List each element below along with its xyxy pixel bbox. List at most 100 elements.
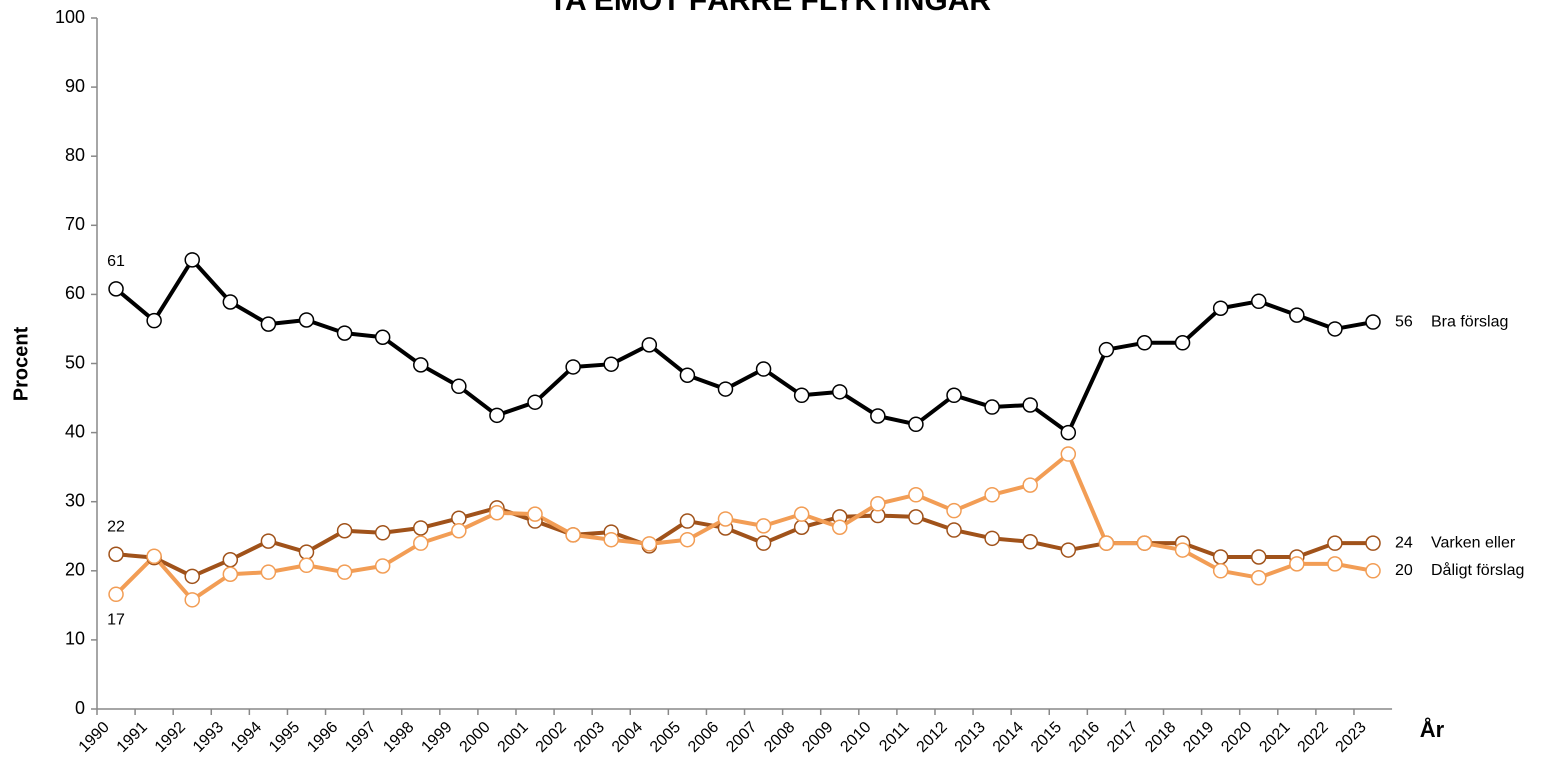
marker (260, 533, 277, 549)
marker (413, 520, 429, 536)
legend-label: Dåligt förslag (1431, 561, 1524, 579)
x-tick-label: 1999 (418, 719, 455, 756)
marker (908, 416, 924, 433)
marker (108, 281, 124, 297)
marker (489, 407, 505, 424)
marker (755, 535, 772, 551)
start-label: 17 (107, 612, 125, 629)
marker (1250, 569, 1267, 586)
x-tick-label: 2004 (609, 719, 646, 756)
marker (298, 557, 315, 574)
marker (1327, 535, 1343, 551)
marker (146, 548, 162, 565)
marker (793, 519, 810, 536)
x-tick-label: 2020 (1218, 719, 1255, 756)
x-tick-label: 1990 (76, 719, 113, 756)
marker (222, 566, 239, 583)
marker (1060, 424, 1077, 441)
x-tick-label: 1998 (380, 719, 417, 756)
marker (184, 252, 200, 268)
marker (374, 558, 391, 574)
x-tick-label: 2002 (533, 719, 570, 756)
marker (1327, 321, 1343, 337)
marker (793, 387, 810, 404)
start-label: 61 (107, 253, 125, 270)
marker (222, 551, 239, 568)
marker (1212, 549, 1229, 565)
marker (679, 367, 696, 383)
marker (641, 337, 658, 353)
marker (336, 564, 353, 580)
x-tick-label: 1993 (190, 719, 227, 756)
x-tick-label: 2009 (799, 719, 836, 756)
marker (1136, 535, 1153, 551)
marker (527, 394, 543, 410)
marker (336, 522, 353, 539)
marker (451, 522, 467, 539)
y-tick-label: 100 (55, 7, 85, 27)
y-tick-label: 0 (75, 698, 85, 718)
marker (603, 531, 619, 548)
marker (413, 535, 429, 551)
x-tick-label: 2000 (457, 719, 494, 756)
marker (413, 357, 429, 373)
x-tick-label: 2019 (1180, 719, 1217, 756)
marker (565, 527, 581, 543)
marker (1250, 549, 1267, 565)
marker (184, 568, 200, 585)
legend-label: Varken eller (1431, 534, 1516, 551)
marker (679, 531, 696, 548)
marker (1289, 556, 1305, 572)
marker (1136, 335, 1153, 351)
x-tick-label: 2003 (571, 719, 608, 756)
marker (946, 387, 962, 404)
marker (1289, 307, 1305, 323)
marker (451, 378, 467, 395)
x-tick-label: 1995 (266, 719, 303, 756)
x-tick-label: 2001 (495, 719, 532, 756)
y-tick-label: 30 (65, 490, 85, 510)
series-line (115, 505, 1374, 579)
marker (489, 505, 505, 521)
marker (298, 544, 315, 560)
x-tick-label: 2023 (1333, 719, 1370, 756)
marker (755, 518, 772, 534)
marker (1365, 563, 1381, 579)
x-tick-label: 1991 (114, 719, 151, 756)
end-label: 24 (1395, 534, 1413, 551)
x-tick-label: 2013 (952, 719, 989, 756)
marker (1212, 300, 1229, 316)
chart-title: TA EMOT FÄRRE FLYKTINGAR (549, 0, 992, 17)
marker (717, 511, 734, 527)
x-axis-title: År (1420, 716, 1445, 742)
marker (108, 586, 124, 603)
start-label: 22 (107, 518, 125, 535)
x-tick-label: 1994 (228, 719, 265, 756)
x-tick-label: 1996 (304, 719, 341, 756)
x-tick-label: 2005 (647, 719, 684, 756)
marker (946, 522, 962, 538)
x-tick-label: 2007 (723, 719, 760, 756)
marker (1365, 314, 1381, 330)
marker (870, 408, 886, 424)
series-line (114, 452, 1374, 602)
marker (565, 359, 581, 375)
y-tick-label: 70 (65, 214, 85, 234)
marker (984, 487, 1000, 503)
y-tick-label: 60 (65, 283, 85, 303)
marker (984, 530, 1000, 547)
marker (1250, 293, 1267, 310)
marker (374, 525, 391, 541)
marker (679, 513, 696, 529)
x-tick-label: 2014 (990, 719, 1027, 756)
marker (1060, 542, 1077, 558)
end-label: 20 (1395, 562, 1413, 579)
marker (793, 506, 810, 522)
marker (1365, 535, 1381, 551)
marker (146, 312, 162, 329)
end-label: 56 (1395, 313, 1413, 330)
marker (946, 502, 962, 519)
marker (1098, 535, 1115, 551)
y-tick-label: 40 (65, 421, 85, 441)
x-tick-label: 2017 (1104, 719, 1141, 756)
